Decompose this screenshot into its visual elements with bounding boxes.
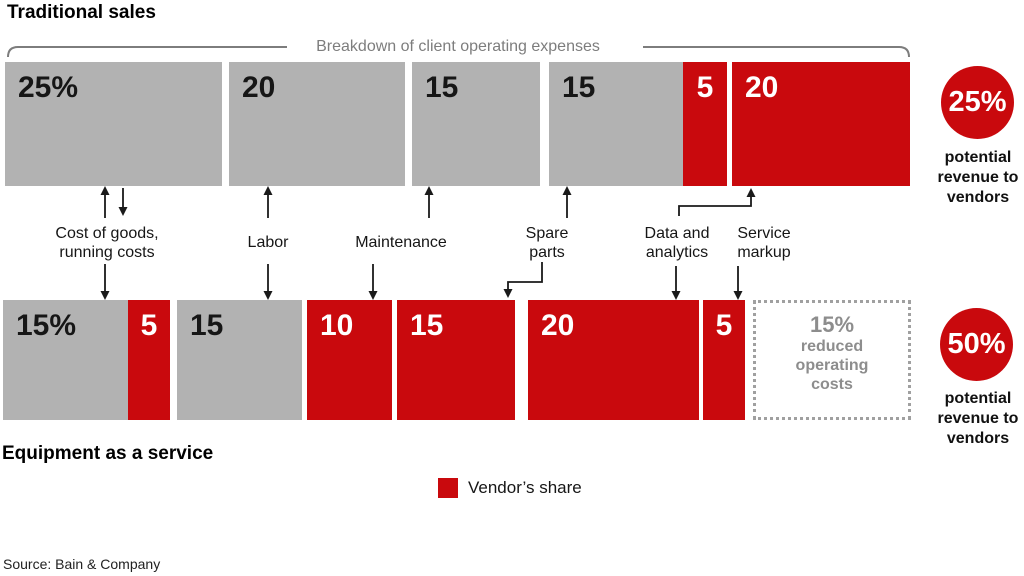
bar-value: 25% (18, 71, 79, 104)
reduced-costs-word: operating (795, 357, 869, 375)
arrow-data-analytics-elbow-up (678, 188, 756, 216)
label-labor: Labor (248, 233, 289, 252)
vendor-segment: 5 (683, 62, 727, 186)
client-segment: 15 (549, 62, 683, 186)
eaas-bar-cost-of-goods: 15% 5 (3, 300, 170, 420)
eaas-bar-service-markup: 5 (703, 300, 745, 420)
traditional-revenue-badge: 25% (941, 66, 1014, 139)
traditional-bar-service-markup: 20 (732, 62, 910, 186)
badge-percent: 50% (947, 328, 1006, 360)
caption-line: potential (944, 149, 1012, 166)
bar-value: 15 (410, 309, 444, 342)
traditional-bar-labor: 20 (229, 62, 405, 186)
arrow-spare-parts-elbow-down (503, 262, 543, 298)
client-segment: 15% (3, 300, 128, 420)
label-line: Service (737, 225, 791, 242)
bar-value: 5 (696, 71, 714, 104)
legend-label: Vendor’s share (468, 478, 582, 497)
source-credit: Source: Bain & Company (3, 556, 161, 572)
badge-percent: 25% (948, 86, 1007, 118)
label-line: running costs (59, 244, 155, 261)
bracket-right-line (643, 46, 910, 58)
bar-value: 15% (16, 309, 77, 342)
bar-value: 20 (745, 71, 779, 104)
caption-line: potential (944, 390, 1012, 407)
traditional-bar-maintenance: 15 (412, 62, 540, 186)
reduced-operating-costs-box: 15% reduced operating costs (753, 300, 911, 420)
traditional-revenue-caption: potential revenue to vendors (913, 148, 1024, 208)
bracket-label: Breakdown of client operating expenses (316, 38, 600, 55)
legend-vendors-share: Vendor’s share (438, 478, 582, 498)
bracket-left-line (7, 46, 287, 58)
reduced-costs-word: reduced (800, 338, 864, 356)
eaas-bar-maintenance: 10 (307, 300, 392, 420)
caption-line: revenue to (937, 169, 1019, 186)
vendor-segment: 5 (128, 300, 170, 420)
eaas-bar-labor: 15 (177, 300, 302, 420)
bar-value: 5 (715, 309, 733, 342)
label-maintenance: Maintenance (355, 233, 447, 252)
bar-value: 5 (140, 309, 158, 342)
label-line: parts (529, 244, 565, 261)
eaas-revenue-caption: potential revenue to vendors (913, 389, 1024, 449)
traditional-bar-spare-parts: 15 5 (549, 62, 727, 186)
label-line: Cost of goods, (55, 225, 159, 242)
label-line: Labor (247, 234, 289, 251)
eaas-bar-data-and-analytics: 20 (528, 300, 699, 420)
label-cost-of-goods: Cost of goods, running costs (55, 224, 158, 262)
bar-value: 15 (562, 71, 596, 104)
caption-line: vendors (946, 189, 1010, 206)
label-line: Spare (525, 225, 569, 242)
eaas-bar-spare-parts: 15 (397, 300, 515, 420)
bar-value: 15 (425, 71, 459, 104)
reduced-costs-word: costs (811, 376, 853, 394)
caption-line: revenue to (937, 410, 1019, 427)
bar-value: 20 (242, 71, 276, 104)
label-data-and-analytics: Data and analytics (645, 224, 710, 262)
equipment-as-a-service-heading: Equipment as a service (2, 443, 214, 464)
bar-value: 10 (320, 309, 354, 342)
caption-line: vendors (946, 430, 1010, 447)
bar-value: 20 (541, 309, 575, 342)
eaas-revenue-badge: 50% (940, 308, 1013, 381)
bar-value: 15 (190, 309, 224, 342)
label-line: Data and (644, 225, 710, 242)
label-line: analytics (645, 244, 709, 261)
label-line: markup (737, 244, 791, 261)
label-service-markup: Service markup (737, 224, 790, 262)
traditional-bar-cost-of-goods: 25% (5, 62, 222, 186)
vendor-share-swatch (438, 478, 458, 498)
label-spare-parts: Spare parts (526, 224, 569, 262)
reduced-costs-percent: 15% (809, 312, 855, 337)
traditional-sales-heading: Traditional sales (7, 2, 156, 23)
label-line: Maintenance (355, 234, 447, 251)
